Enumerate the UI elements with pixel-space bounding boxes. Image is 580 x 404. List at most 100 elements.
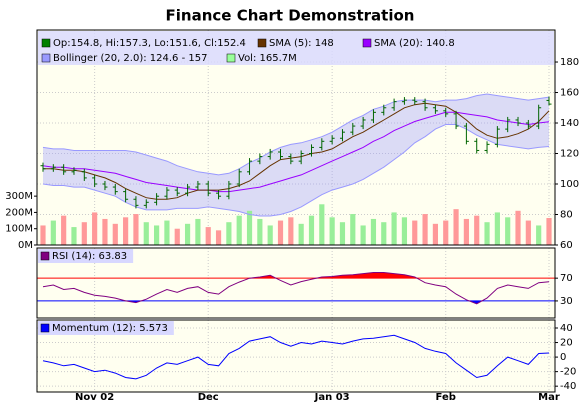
volume-bar [453,209,459,245]
volume-bar [505,217,511,245]
indicator-line [42,272,550,305]
volume-bar [154,225,160,245]
volume-bar [350,214,356,245]
legend-label: SMA (5): 148 [269,38,334,49]
y-tick-label: 160 [560,88,579,99]
legend-label: Bollinger (20, 2.0): 124.6 - 157 [53,53,207,64]
volume-bar [174,228,180,245]
legend-background [38,249,134,263]
y-tick-label: 40 [560,323,573,334]
legend-label: Momentum (12): 5.573 [52,323,168,334]
volume-bar [463,218,469,245]
volume-bar [339,222,346,245]
y2-tick-label: 200M [5,207,33,218]
volume-bar [484,222,490,245]
bollinger-lower [42,124,550,217]
volume-bar [195,218,201,245]
y-tick-label: 180 [560,57,579,68]
volume-bar [474,215,480,245]
volume-bar [329,217,335,245]
volume-bar [288,217,294,245]
y-tick-label: 80 [560,210,573,221]
volume-bar [50,220,56,245]
volume-bar [391,212,397,245]
volume-bar [257,218,263,245]
volume-bar [546,218,552,245]
volume-bar [133,214,139,245]
volume-bar [536,225,542,245]
volume-bar [71,227,77,245]
y-tick-label: 60 [560,240,573,251]
volume-bar [494,212,500,245]
volume-bar [370,218,377,245]
volume-bar [525,220,531,245]
y-tick-label: 20 [560,338,573,349]
indicator-line [42,334,550,380]
legend-swatch [40,323,50,333]
volume-bar [215,230,222,245]
volume-bar [401,217,408,245]
volume-bar [40,225,46,245]
volume-bar [236,215,242,245]
volume-bar [360,225,366,245]
volume-bar [164,220,170,245]
volume-bar [102,218,108,245]
legend-band [38,31,554,65]
y-tick-label: 140 [560,118,579,129]
legend: Momentum (12): 5.573 [38,321,174,335]
volume-bar [184,223,191,245]
x-tick-label: Dec [198,392,219,403]
x-tick-label: Jan 03 [314,392,350,403]
volume-bar [123,217,129,245]
volume-bar [515,210,521,245]
y2-tick-label: 0M [18,240,33,251]
volume-bar [308,215,315,245]
y-tick-label: 70 [560,273,573,284]
volume-bar [267,225,273,245]
volume-bar [81,222,87,245]
x-tick-label: Nov 02 [75,392,114,403]
legend: RSI (14): 63.83 [38,249,134,263]
volume-bar [443,220,449,245]
legend-swatch [257,38,267,48]
volume-bar [432,223,438,245]
volume-bar [412,220,418,245]
legend-background [38,321,174,335]
legend-swatch [41,38,51,48]
volume-bar [277,220,284,245]
bollinger-upper [42,93,550,176]
sma-5-line [43,102,550,200]
y-tick-label: -20 [560,367,576,378]
legend-label: RSI (14): 63.83 [52,251,127,262]
legend-swatch [226,53,236,63]
volume-bar [226,222,232,245]
volume-bar [246,210,253,245]
panel-border [36,29,556,246]
volume-bar [381,222,387,245]
x-tick-label: Mar [538,392,560,403]
legend-label: Vol: 165.7M [238,53,297,64]
legend-swatch [40,251,50,261]
volume-bar [319,204,325,245]
legend-swatch [362,38,372,48]
volume-bar [298,223,304,245]
legend-label: SMA (20): 140.8 [374,38,455,49]
x-tick-label: Feb [436,392,456,403]
y-tick-label: 0 [560,352,566,363]
legend-label: Op:154.8, Hi:157.3, Lo:151.6, Cl:152.4 [53,38,246,49]
volume-bar [61,215,67,245]
y-tick-label: 30 [560,296,573,307]
y2-tick-label: 100M [5,224,33,235]
y-tick-label: 120 [560,149,579,160]
y2-tick-label: 300M [5,191,33,202]
volume-bar [422,214,428,245]
volume-bar [92,212,98,245]
panel-border [36,319,556,393]
y-tick-label: 100 [560,179,579,190]
legend-swatch [41,53,51,63]
volume-bar [143,222,149,245]
y-tick-label: -40 [560,381,576,392]
panel-border [36,247,556,319]
chart-title: Finance Chart Demonstration [166,7,415,25]
